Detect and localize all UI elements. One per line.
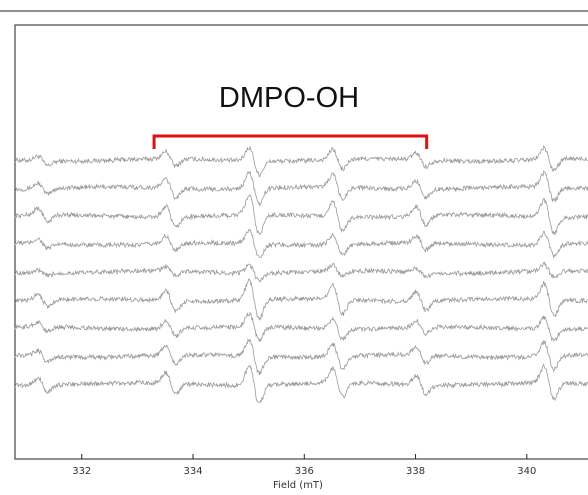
x-tick-label: 338 xyxy=(406,466,425,477)
plot-frame xyxy=(14,24,588,460)
annotation-label: DMPO-OH xyxy=(219,82,359,114)
spectrum-trace-1 xyxy=(14,144,588,178)
x-tick-label: 340 xyxy=(517,466,536,477)
spectrum-trace-8 xyxy=(14,337,588,376)
spectrum-trace-5 xyxy=(14,261,588,283)
x-tick-label: 336 xyxy=(295,466,314,477)
x-axis-label: Field (mT) xyxy=(273,480,323,491)
spectrum-trace-4 xyxy=(14,228,588,259)
spectra-traces xyxy=(14,144,588,403)
x-axis-ticks: 332 334 336 338 340 xyxy=(72,454,536,477)
x-tick-label: 334 xyxy=(183,466,202,477)
spectrum-trace-6 xyxy=(14,278,588,321)
spectrum-trace-9 xyxy=(14,363,588,403)
spectrum-trace-2 xyxy=(14,170,588,207)
annotation-bracket xyxy=(152,134,429,149)
x-tick-label: 332 xyxy=(72,466,91,477)
spectrum-trace-3 xyxy=(14,194,588,236)
spectrum-trace-7 xyxy=(14,312,588,342)
